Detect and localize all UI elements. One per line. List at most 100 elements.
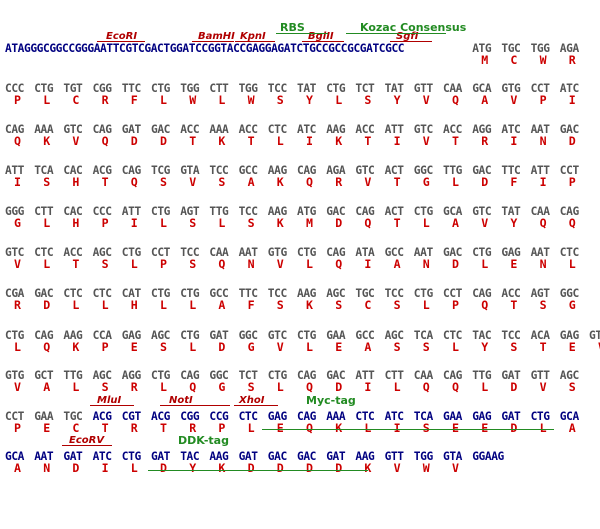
header-codon: ATG xyxy=(472,42,492,55)
line-0-codon: TGG xyxy=(180,82,200,95)
feature-kozac: Kozac Consensus xyxy=(360,21,467,34)
line-2-codon: GGC xyxy=(413,164,433,177)
line-6-codon: GAG xyxy=(559,329,579,342)
header-codon: TGG xyxy=(530,42,550,55)
line-7-amino-acid: Q xyxy=(306,380,313,394)
line-8-amino-acid: A xyxy=(568,421,576,435)
line-7-codon: TTG xyxy=(472,369,492,382)
line-5-codon: TGC xyxy=(355,287,375,300)
line-1-amino-acid: D xyxy=(160,134,167,148)
line-5-amino-acid: H xyxy=(130,298,138,312)
site-ecorv: EcoRV xyxy=(69,435,105,446)
line-6-amino-acid: L xyxy=(14,340,21,354)
site-ecori-underline xyxy=(97,41,145,42)
line-2-codon: TTG xyxy=(443,164,463,177)
line-3-codon: CAA xyxy=(530,205,550,218)
line-4-codon: GCC xyxy=(384,246,404,259)
line-4-codon: CAG xyxy=(326,246,346,259)
line-5-codon: GGC xyxy=(559,287,579,300)
line-0-amino-acid: F xyxy=(130,93,138,107)
line-0-codon: GTT xyxy=(413,82,433,95)
line-1-codon: GTC xyxy=(413,123,433,136)
line-4-amino-acid: S xyxy=(101,257,109,271)
line-4-codon: GTC xyxy=(5,246,25,259)
line-1-amino-acid: I xyxy=(510,134,517,148)
line-8-codon: CAG xyxy=(297,410,317,423)
line-9-amino-acid: A xyxy=(14,461,21,475)
feature-rbs-underline xyxy=(276,33,328,34)
line-3-amino-acid: D xyxy=(335,216,342,230)
line-0-codon: TGT xyxy=(63,82,83,95)
line-6-amino-acid: S xyxy=(510,340,517,354)
line-3-amino-acid: L xyxy=(160,216,167,230)
line-5-amino-acid: L xyxy=(189,298,196,312)
line-1-amino-acid: D xyxy=(568,134,576,148)
line-5-codon: AAG xyxy=(297,287,317,300)
line-9-amino-acid: V xyxy=(452,461,459,475)
line-7-codon: GTG xyxy=(5,369,25,382)
line-6-amino-acid: A xyxy=(364,340,371,354)
site-noti-underline xyxy=(160,405,230,406)
line-4-codon: GTG xyxy=(267,246,287,259)
line-1-codon: AGG xyxy=(472,123,492,136)
line-1-codon: ACC xyxy=(443,123,463,136)
line-5-codon: CTC xyxy=(92,287,112,300)
line-7-amino-acid: L xyxy=(481,380,488,394)
line-4-codon: AAT xyxy=(530,246,550,259)
line-1-codon: GAT xyxy=(121,123,141,136)
line-1-amino-acid: T xyxy=(364,134,371,148)
line-3-amino-acid: T xyxy=(393,216,401,230)
line-5-codon: CCT xyxy=(443,287,463,300)
line-8-amino-acid: T xyxy=(101,421,109,435)
line-4-codon: CTG xyxy=(297,246,317,259)
line-1-amino-acid: K xyxy=(43,134,50,148)
line-7-amino-acid: V xyxy=(539,380,547,394)
line-1-amino-acid: N xyxy=(539,134,547,148)
line-5-amino-acid: R xyxy=(14,298,21,312)
line-0-amino-acid: W xyxy=(189,93,196,107)
line-2-amino-acid: Q xyxy=(130,175,138,189)
line-5-amino-acid: S xyxy=(276,298,284,312)
line-3-amino-acid: Q xyxy=(364,216,371,230)
line-8-codon: CCG xyxy=(209,410,229,423)
line-6-amino-acid: V xyxy=(598,341,600,353)
line-1-codon: AAA xyxy=(209,123,229,136)
line-5-amino-acid: P xyxy=(452,298,459,312)
line-6-amino-acid: S xyxy=(422,340,430,354)
feature-rbs: RBS xyxy=(280,21,305,34)
line-2-amino-acid: T xyxy=(101,175,109,189)
line-1-amino-acid: T xyxy=(452,134,459,148)
line-8-amino-acid: L xyxy=(364,421,371,435)
line-5-codon: AGC xyxy=(326,287,346,300)
line-0-amino-acid: W xyxy=(247,93,255,107)
line-2-amino-acid: A xyxy=(247,175,255,189)
line-6-amino-acid: L xyxy=(306,340,313,354)
line-2-amino-acid: S xyxy=(160,175,167,189)
line-5-amino-acid: L xyxy=(72,298,79,312)
line-6-codon: TCC xyxy=(501,329,521,342)
line-1-codon: ATC xyxy=(501,123,521,136)
site-sgfi: SgfI xyxy=(396,31,419,42)
line-7-codon: TTG xyxy=(63,369,83,382)
line-6-codon: ACA xyxy=(530,329,550,342)
line-6-amino-acid: K xyxy=(72,340,79,354)
line-5-amino-acid: L xyxy=(422,298,430,312)
line-2-codon: AAG xyxy=(267,164,287,177)
line-5-codon: AGT xyxy=(530,287,550,300)
line-5-amino-acid: A xyxy=(218,298,225,312)
line-2-codon: ACT xyxy=(384,164,404,177)
line-1-codon: AAA xyxy=(34,123,54,136)
line-8-amino-acid: R xyxy=(189,421,196,435)
line-4-codon: AGC xyxy=(92,246,112,259)
line-5-amino-acid: S xyxy=(393,298,401,312)
line-3-codon: AAG xyxy=(267,205,287,218)
line-8-codon: GCA xyxy=(559,410,579,423)
line-6-codon: CTG xyxy=(5,329,25,342)
line-8-codon: CGT xyxy=(121,410,141,423)
line-9-codon: GTT xyxy=(384,450,404,463)
line-9-codon: GGAAG xyxy=(472,450,504,463)
line-8-codon: AAA xyxy=(326,410,346,423)
line-5-amino-acid: T xyxy=(510,298,517,312)
line-2-amino-acid: K xyxy=(276,175,284,189)
line-6-amino-acid: V xyxy=(276,340,284,354)
